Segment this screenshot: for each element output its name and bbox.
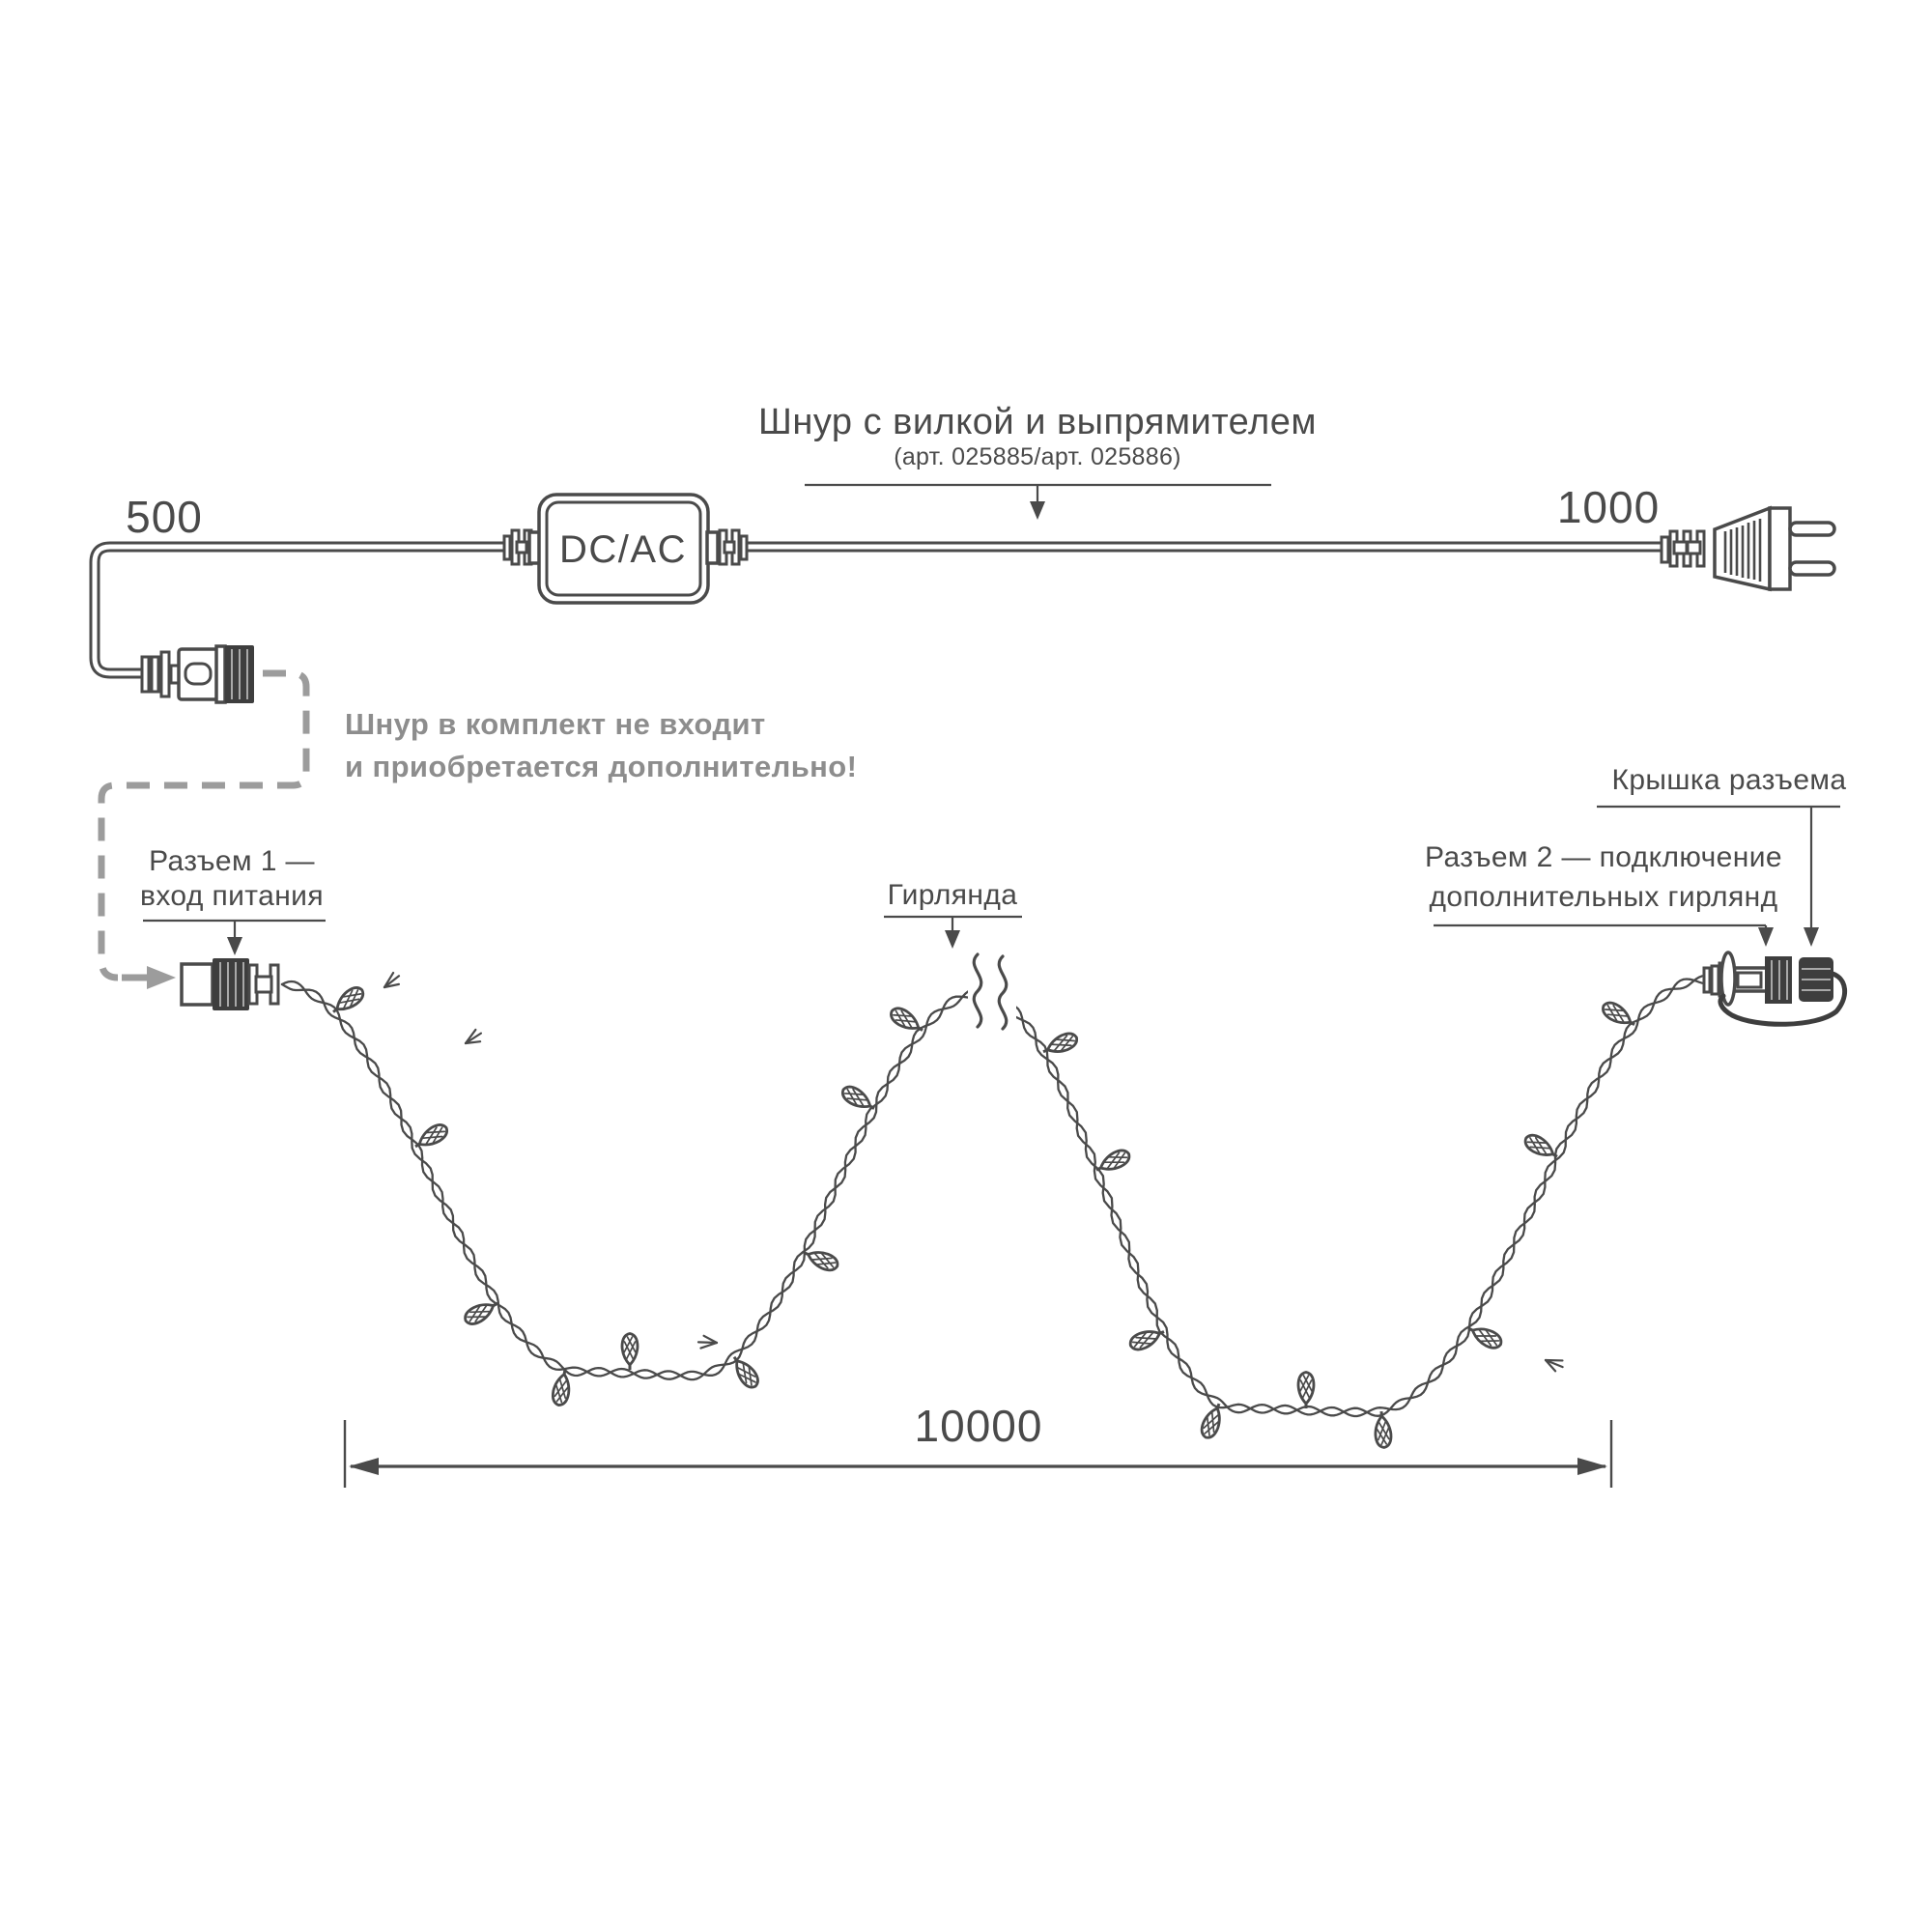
connector1-arrow-icon bbox=[227, 937, 242, 955]
adapter-strain-crossbar bbox=[723, 540, 736, 554]
plug-strain-crossbar bbox=[1672, 540, 1689, 555]
plug-prong-top bbox=[1788, 521, 1836, 537]
dashed-route-arrow-icon bbox=[147, 966, 176, 989]
garland-arrow-icon bbox=[945, 930, 960, 949]
power-cord-assembly: DC/AC bbox=[89, 493, 1836, 704]
diagram-title: Шнур с вилкой и выпрямителем bbox=[758, 402, 1317, 442]
adapter-label: DC/AC bbox=[559, 528, 687, 571]
cord-left-segment-core bbox=[92, 544, 506, 676]
cap-cover-arrow-icon bbox=[1804, 927, 1819, 947]
connector-rib bbox=[159, 650, 171, 698]
dcac-adapter: DC/AC bbox=[502, 493, 749, 605]
connector2-rib bbox=[1710, 964, 1720, 996]
wire-sprig-icon bbox=[383, 971, 401, 989]
plug-prong-bottom bbox=[1788, 560, 1836, 577]
led-bulb-icon bbox=[464, 1301, 498, 1325]
led-bulb-icon bbox=[1467, 1326, 1503, 1350]
adapter-strain-collar-right bbox=[739, 534, 749, 561]
mains-plug bbox=[1660, 505, 1836, 592]
garland-wire bbox=[280, 975, 1704, 1418]
led-bulb-icon bbox=[1374, 1410, 1393, 1449]
adapter-body-inner bbox=[545, 500, 702, 597]
garland-label: Гирлянда bbox=[888, 879, 1018, 911]
garland-string bbox=[280, 952, 1704, 1449]
led-bulb-icon bbox=[732, 1355, 759, 1389]
led-bulb-icon bbox=[1523, 1133, 1558, 1158]
wire-sprig-icon bbox=[696, 1334, 719, 1350]
connector1-label-line2: вход питания bbox=[140, 880, 324, 912]
annotations: Шнур с вилкой и выпрямителем (арт. 02588… bbox=[126, 402, 1846, 955]
led-bulb-icon bbox=[1296, 1371, 1316, 1408]
connector1-plug-body bbox=[180, 962, 214, 1007]
connector2-arrow-icon bbox=[1758, 927, 1774, 947]
plug-strain-crossbar bbox=[1686, 540, 1702, 555]
length-break-icon bbox=[997, 954, 1009, 1031]
plug-grip-lines bbox=[1723, 519, 1762, 582]
cord-end-connector bbox=[140, 644, 254, 704]
connector1-power-input bbox=[180, 958, 280, 1010]
wire-sprig-icon bbox=[464, 1028, 483, 1045]
led-bulb-icon bbox=[551, 1369, 571, 1406]
led-bulb-icon bbox=[1128, 1330, 1165, 1351]
plug-face bbox=[1768, 506, 1792, 591]
connector2-rib bbox=[1702, 966, 1712, 994]
dashed-route bbox=[98, 669, 310, 981]
connector2-keyway bbox=[1736, 971, 1763, 989]
optional-cord-route bbox=[98, 669, 310, 989]
led-bulb-icon bbox=[1602, 1001, 1635, 1026]
cord-left-segment bbox=[89, 541, 506, 679]
garland-dimension: 10000 bbox=[343, 1401, 1613, 1488]
plug-strain-collar bbox=[1660, 535, 1670, 564]
connector-rib bbox=[140, 655, 151, 694]
led-bulb-icon bbox=[332, 986, 365, 1013]
note-line1: Шнур в комплект не входит bbox=[345, 707, 766, 741]
dimension-arrow-left-icon bbox=[349, 1458, 379, 1475]
led-bulb-icon bbox=[840, 1085, 875, 1110]
led-bulb-icon bbox=[1095, 1149, 1131, 1172]
cap-cover-label: Крышка разъема bbox=[1611, 764, 1846, 796]
dimension-arrow-right-icon bbox=[1577, 1458, 1607, 1475]
note-line2: и приобретается дополнительно! bbox=[345, 750, 857, 783]
wire-sprig-icon bbox=[1544, 1358, 1564, 1373]
cap-tether-cord bbox=[1718, 971, 1847, 1027]
led-bulb-icon bbox=[803, 1251, 839, 1272]
right-cord-length-label: 1000 bbox=[1557, 482, 1660, 532]
title-arrow-icon bbox=[1030, 501, 1045, 520]
garland-length-label: 10000 bbox=[915, 1401, 1043, 1451]
connector2-extension bbox=[1702, 951, 1847, 1027]
connector-rib bbox=[150, 655, 160, 694]
led-bulb-icon bbox=[620, 1332, 639, 1370]
led-bulb-icon bbox=[1200, 1403, 1221, 1439]
connector-flange bbox=[214, 644, 227, 704]
led-bulb-icon bbox=[1042, 1032, 1079, 1054]
garland-wire bbox=[280, 978, 1704, 1417]
connector-keyway bbox=[184, 662, 213, 686]
connector2-oring bbox=[1719, 951, 1737, 1007]
adapter-strain-collar-left bbox=[502, 534, 512, 561]
connector2-label-line1: Разъем 2 — подключение bbox=[1425, 841, 1782, 873]
adapter-strain-crossbar bbox=[515, 540, 528, 554]
connector1-knurl bbox=[213, 958, 249, 1010]
connector1-label-line1: Разъем 1 — bbox=[149, 845, 315, 877]
led-bulb-icon bbox=[414, 1123, 449, 1149]
connector2-label-line2: дополнительных гирлянд bbox=[1430, 881, 1778, 913]
diagram-subtitle: (арт. 025885/арт. 025886) bbox=[894, 443, 1181, 470]
adapter-tab-right bbox=[705, 530, 720, 565]
connector1-strain-crossbar bbox=[254, 975, 273, 994]
led-bulb-icon bbox=[890, 1007, 923, 1032]
length-break-icon bbox=[972, 952, 983, 1029]
left-cord-length-label: 500 bbox=[126, 492, 203, 542]
